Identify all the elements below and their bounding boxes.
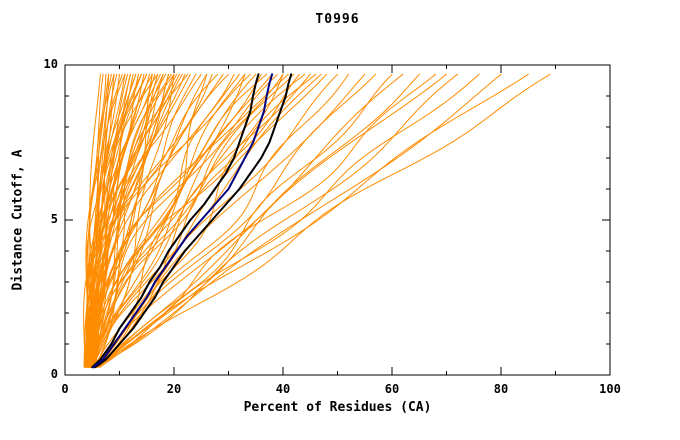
model-curve-orange: [97, 73, 529, 368]
model-curve-orange: [98, 73, 420, 368]
model-curve-orange: [96, 73, 551, 368]
x-tick-label: 20: [166, 382, 182, 396]
model-curve-orange: [92, 73, 224, 368]
y-tick-label: 5: [50, 212, 58, 226]
model-curve-orange: [92, 73, 246, 368]
model-curve-orange: [95, 73, 502, 368]
curves-layer: [83, 73, 551, 369]
model-curve-orange: [88, 73, 284, 368]
model-curve-orange: [87, 73, 240, 368]
model-curve-orange: [97, 73, 447, 368]
model-curve-orange: [90, 73, 295, 368]
model-curve-orange: [93, 73, 458, 368]
model-curve-orange: [86, 73, 159, 368]
model-curve-orange: [88, 73, 115, 368]
reference-curve-black: [93, 73, 293, 369]
model-curve-orange: [89, 73, 175, 368]
model-curve-orange: [93, 73, 180, 368]
model-curve-orange: [89, 73, 191, 368]
x-tick-label: 40: [275, 382, 291, 396]
model-curve-orange: [86, 73, 202, 368]
model-curve-orange: [92, 73, 284, 368]
model-curve-orange: [95, 73, 306, 368]
reference-curve-black: [91, 73, 260, 369]
x-tick-label: 60: [384, 382, 400, 396]
highlight-curve-blue: [92, 73, 274, 369]
model-curve-orange: [90, 73, 153, 368]
chart-title: T0996: [315, 12, 360, 27]
model-curve-orange: [91, 73, 300, 368]
model-curve-orange: [94, 73, 246, 368]
y-tick-label: 0: [50, 367, 58, 381]
x-tick-label: 100: [599, 382, 621, 396]
x-tick-label: 80: [493, 382, 509, 396]
model-curve-orange: [96, 73, 393, 368]
x-axis-label: Percent of Residues (CA): [243, 400, 432, 415]
x-tick-label: 0: [61, 382, 69, 396]
y-tick-label: 10: [43, 57, 58, 71]
